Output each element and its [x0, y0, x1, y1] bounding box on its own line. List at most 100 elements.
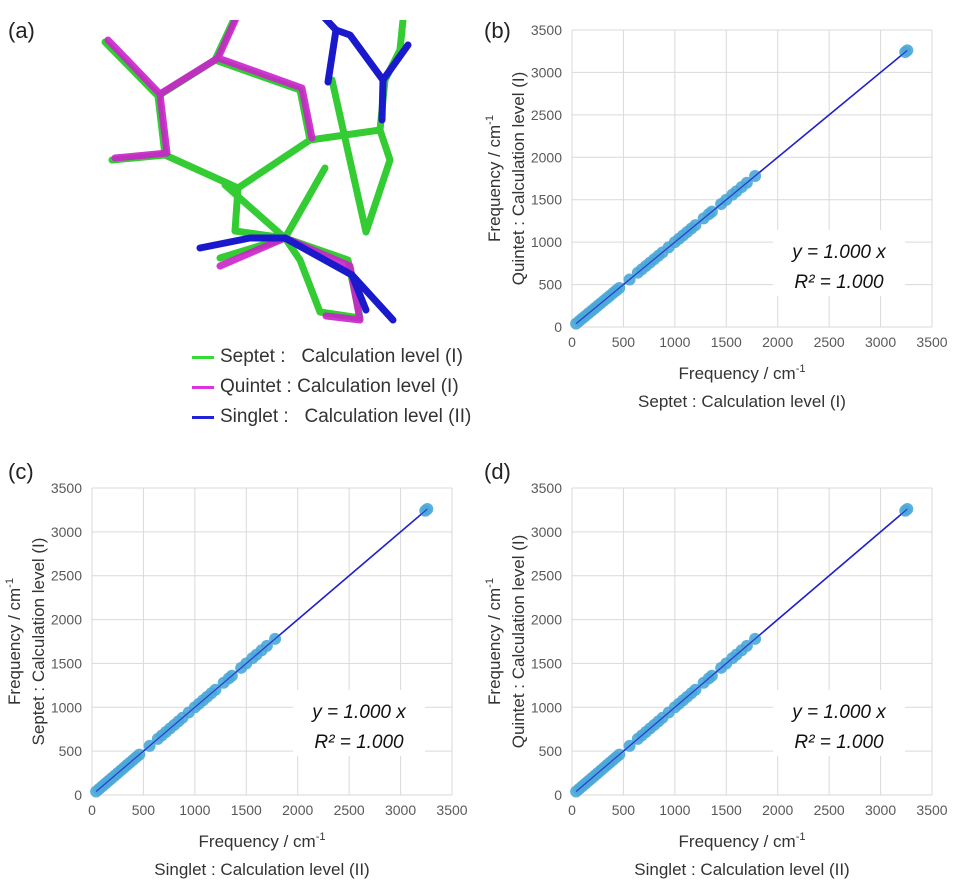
- y-tick-label: 2000: [531, 149, 562, 165]
- panel-label-a: (a): [8, 18, 35, 43]
- x-tick-label: 0: [568, 802, 576, 818]
- equation-box: [773, 230, 905, 296]
- equation-box: [293, 690, 425, 756]
- y-tick-label: 500: [539, 277, 563, 293]
- x-axis-title-superscript: -1: [796, 831, 806, 843]
- r-squared-label: R² = 1.000: [794, 732, 884, 753]
- x-tick-label: 2000: [282, 802, 313, 818]
- x-tick-label: 1500: [231, 802, 262, 818]
- x-tick-label: 3000: [865, 802, 896, 818]
- y-tick-label: 3500: [531, 480, 562, 496]
- x-tick-label: 3000: [385, 802, 416, 818]
- trend-line-overlay: [575, 508, 908, 792]
- y-tick-label: 2500: [531, 568, 562, 584]
- y-tick-label: 1000: [531, 699, 562, 715]
- y-axis-title: Frequency / cm-1: [484, 115, 504, 242]
- x-tick-label: 3500: [436, 802, 467, 818]
- y-tick-label: 3500: [51, 480, 82, 496]
- x-tick-label: 1500: [711, 334, 742, 350]
- scatter-chart-d: 0 500 1000 1500 2000 2500 3000 3500 0 500 1000 1500…: [484, 480, 948, 879]
- x-tick-label: 1000: [659, 334, 690, 350]
- y-axis-title-superscript: -1: [4, 578, 16, 588]
- y-tick-label: 0: [554, 319, 562, 335]
- y-tick-label: 1500: [531, 655, 562, 671]
- x-tick-label: 2000: [762, 802, 793, 818]
- y-axis-title-superscript: -1: [484, 115, 496, 125]
- y-axis-title: Frequency / cm-1: [4, 578, 24, 705]
- x-axis-title-superscript: -1: [316, 831, 326, 843]
- x-tick-label: 0: [88, 802, 96, 818]
- y-tick-label: 3000: [531, 524, 562, 540]
- legend-label-singlet: Singlet : Calculation level (II): [220, 406, 472, 427]
- legend-entry-singlet: Singlet : Calculation level (II): [192, 402, 471, 432]
- molecule-legend: Septet : Calculation level (I) Quintet :…: [192, 342, 471, 432]
- panel-label-b: (b): [484, 18, 511, 43]
- y-tick-label: 2500: [51, 568, 82, 584]
- y-axis-title-group: Frequency / cm-1 Septet : Calculation lev…: [4, 538, 48, 746]
- legend-label-quintet: Quintet : Calculation level (I): [220, 376, 459, 397]
- y-tick-label: 2000: [51, 612, 82, 628]
- x-axis-title: Frequency / cm-1: [199, 831, 326, 851]
- y-axis-title: Frequency / cm-1: [484, 578, 504, 705]
- y-tick-label: 1000: [531, 234, 562, 250]
- trend-line-overlay: [575, 49, 908, 325]
- equation-label: y = 1.000 x: [790, 242, 887, 263]
- y-tick-label: 2500: [531, 107, 562, 123]
- scatter-chart-b: 0 500 1000 1500 2000 2500 3000 3500 0 500 1000 1500…: [484, 22, 948, 411]
- panel-label-d: (d): [484, 459, 511, 484]
- y-axis-subtitle: Quintet : Calculation level (I): [509, 535, 528, 749]
- legend-label-septet: Septet : Calculation level (I): [220, 346, 463, 367]
- equation-box: [773, 690, 905, 756]
- panel-label-c: (c): [8, 459, 34, 484]
- y-tick-label: 3000: [531, 64, 562, 80]
- quintet-structure: [104, 20, 364, 324]
- y-tick-label: 500: [539, 743, 563, 759]
- trend-line-overlay: [95, 508, 428, 792]
- y-tick-label: 500: [59, 743, 83, 759]
- legend-entry-septet: Septet : Calculation level (I): [192, 342, 471, 372]
- x-axis-subtitle: Singlet : Calculation level (II): [634, 860, 849, 879]
- y-tick-label: 3500: [531, 22, 562, 38]
- x-tick-label: 2500: [814, 334, 845, 350]
- y-tick-label: 0: [554, 787, 562, 803]
- y-tick-label: 1500: [51, 655, 82, 671]
- legend-swatch-quintet: [192, 385, 214, 389]
- x-tick-label: 3000: [865, 334, 896, 350]
- x-tick-label: 1500: [711, 802, 742, 818]
- y-tick-label: 3000: [51, 524, 82, 540]
- x-tick-label: 0: [568, 334, 576, 350]
- x-axis-subtitle: Septet : Calculation level (I): [638, 392, 846, 411]
- r-squared-label: R² = 1.000: [314, 732, 404, 753]
- septet-structure: [101, 20, 407, 322]
- x-axis-subtitle: Singlet : Calculation level (II): [154, 860, 369, 879]
- x-axis-title: Frequency / cm-1: [679, 831, 806, 851]
- molecule-overlay-image: [101, 20, 412, 324]
- x-tick-label: 3500: [916, 334, 947, 350]
- legend-swatch-septet: [192, 355, 214, 359]
- y-tick-label: 1500: [531, 192, 562, 208]
- scatter-chart-c: 0 500 1000 1500 2000 2500 3000 3500 0 500 1000 1500…: [4, 480, 468, 879]
- y-axis-title-superscript: -1: [484, 578, 496, 588]
- y-axis-subtitle: Quintet : Calculation level (I): [509, 72, 528, 286]
- y-tick-label: 1000: [51, 699, 82, 715]
- y-axis-title-group: Frequency / cm-1 Quintet : Calculation le…: [484, 72, 528, 286]
- y-axis-subtitle: Septet : Calculation level (I): [29, 538, 48, 746]
- x-tick-label: 3500: [916, 802, 947, 818]
- singlet-structure: [196, 20, 412, 324]
- y-axis-title-group: Frequency / cm-1 Quintet : Calculation le…: [484, 535, 528, 749]
- x-tick-label: 500: [132, 802, 156, 818]
- x-tick-label: 500: [612, 334, 636, 350]
- y-tick-label: 2000: [531, 612, 562, 628]
- equation-label: y = 1.000 x: [310, 702, 407, 723]
- legend-swatch-singlet: [192, 415, 214, 419]
- r-squared-label: R² = 1.000: [794, 272, 884, 293]
- x-tick-label: 500: [612, 802, 636, 818]
- x-axis-title-superscript: -1: [796, 363, 806, 375]
- x-tick-label: 2500: [334, 802, 365, 818]
- x-tick-label: 1000: [659, 802, 690, 818]
- legend-entry-quintet: Quintet : Calculation level (I): [192, 372, 471, 402]
- y-tick-label: 0: [74, 787, 82, 803]
- x-tick-label: 2000: [762, 334, 793, 350]
- equation-label: y = 1.000 x: [790, 702, 887, 723]
- x-tick-label: 2500: [814, 802, 845, 818]
